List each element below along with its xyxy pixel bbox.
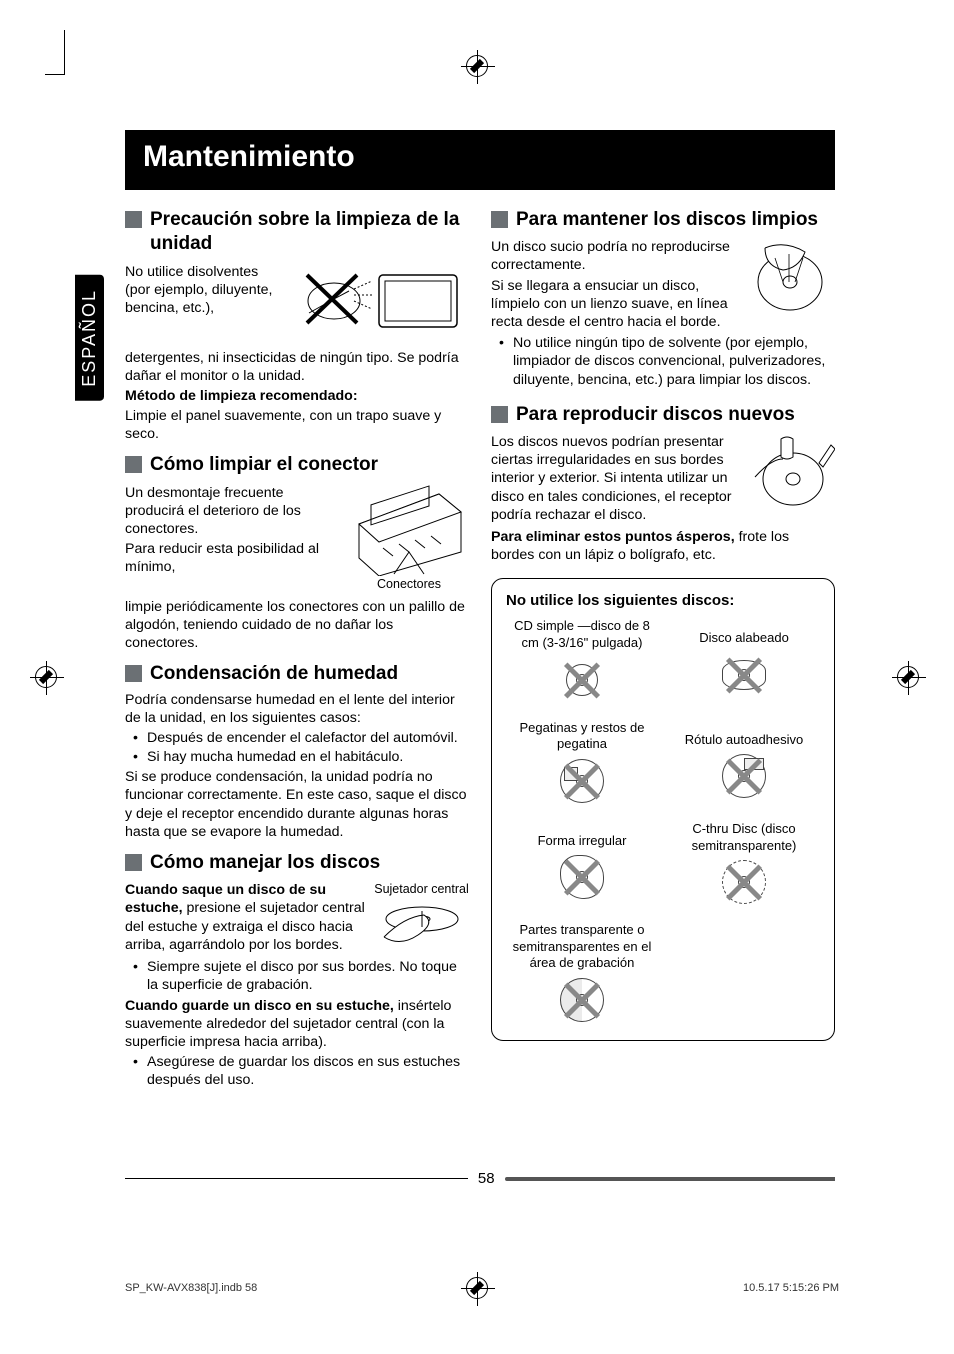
bullet-square-icon — [491, 211, 508, 228]
illustration-caption: Sujetador central — [374, 881, 469, 897]
disc-item-irregular: Forma irregular — [506, 821, 658, 904]
box-title: No utilice los siguientes discos: — [506, 591, 820, 610]
print-footer: SP_KW-AVX838[J].indb 58 10.5.17 5:15:26 … — [125, 1282, 839, 1294]
body-text: Podría condensarse humedad en el lente d… — [125, 691, 469, 727]
connector-illustration: Conectores — [349, 484, 469, 592]
list-item: Asegúrese de guardar los discos en sus e… — [137, 1053, 469, 1089]
center-holder-illustration: Sujetador central — [374, 881, 469, 953]
section-heading-clean-connector: Cómo limpiar el conector — [125, 453, 469, 477]
wipe-disc-illustration — [745, 238, 835, 316]
list-item: No utilice ningún tipo de solvente (por … — [503, 334, 835, 389]
registration-mark-top — [466, 55, 488, 77]
right-column: Para mantener los discos limpios Un disc… — [491, 204, 835, 1091]
pencil-disc-illustration — [745, 433, 835, 513]
page-title: Mantenimiento — [125, 130, 835, 190]
section-heading-handle-discs: Cómo manejar los discos — [125, 851, 469, 875]
body-text: limpie periódicamente los conectores con… — [125, 598, 469, 653]
list-item: Después de encender el calefactor del au… — [137, 729, 469, 747]
bullet-square-icon — [491, 406, 508, 423]
disc-item-stickon-label: Rótulo autoadhesivo — [668, 720, 820, 803]
section-heading-new-discs: Para reproducir discos nuevos — [491, 403, 835, 427]
list-item: Siempre sujete el disco por sus bordes. … — [137, 958, 469, 994]
disc-item-sticker-residue: Pegatinas y restos de pegatina — [506, 720, 658, 803]
page-content: Mantenimiento Precaución sobre la limpie… — [125, 130, 835, 1091]
bullet-square-icon — [125, 665, 142, 682]
crop-mark — [45, 30, 65, 75]
body-text: detergentes, ni insecticidas de ningún t… — [125, 349, 469, 385]
language-tab: ESPAÑOL — [75, 275, 104, 401]
registration-mark-right — [897, 666, 919, 688]
section-heading-keep-clean: Para mantener los discos limpios — [491, 208, 835, 232]
forbidden-discs-box: No utilice los siguientes discos: CD sim… — [491, 578, 835, 1041]
body-text: Para eliminar estos puntos ásperos, frot… — [491, 528, 835, 564]
disc-item-single-cd: CD simple —disco de 8 cm (3-3/16" pulgad… — [506, 618, 658, 701]
body-text: Si se produce condensación, la unidad po… — [125, 768, 469, 841]
disc-item-cthru: C-thru Disc (disco semitransparente) — [668, 821, 820, 904]
disc-item-warped: Disco alabeado — [668, 618, 820, 701]
registration-mark-left — [35, 666, 57, 688]
bullet-square-icon — [125, 211, 142, 228]
left-column: Precaución sobre la limpieza de la unida… — [125, 204, 469, 1091]
bullet-square-icon — [125, 456, 142, 473]
footer-filename: SP_KW-AVX838[J].indb 58 — [125, 1282, 257, 1294]
subheading: Método de limpieza recomendado: — [125, 387, 469, 405]
illustration-caption: Conectores — [349, 576, 469, 592]
section-heading-cleaning-caution: Precaución sobre la limpieza de la unida… — [125, 208, 469, 257]
bullet-square-icon — [125, 854, 142, 871]
body-text: Cuando guarde un disco en su estuche, in… — [125, 997, 469, 1052]
list-item: Si hay mucha humedad en el habitáculo. — [137, 748, 469, 766]
page-number: 58 — [478, 1170, 495, 1187]
spray-monitor-illustration — [289, 263, 469, 343]
disc-item-transparent-parts: Partes transparente o semitransparentes … — [506, 922, 658, 1022]
section-heading-condensation: Condensación de humedad — [125, 662, 469, 686]
body-text: Limpie el panel suavemente, con un trapo… — [125, 407, 469, 443]
footer-timestamp: 10.5.17 5:15:26 PM — [743, 1282, 839, 1294]
forbidden-discs-grid: CD simple —disco de 8 cm (3-3/16" pulgad… — [506, 618, 820, 1022]
page-number-bar: 58 — [125, 1170, 835, 1187]
